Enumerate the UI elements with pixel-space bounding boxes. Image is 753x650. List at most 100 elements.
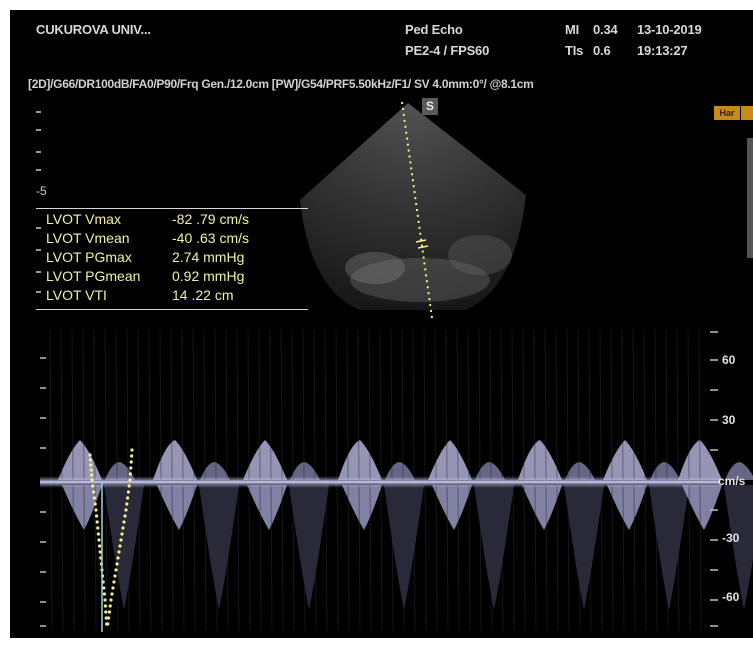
hospital-name: CUKUROVA UNIV... [36, 22, 151, 37]
vti-trace-dot [103, 604, 107, 608]
vti-trace-dot [104, 610, 108, 614]
side-thumbnail [747, 138, 753, 258]
spectrum-peak-positive [603, 440, 647, 480]
axis-unit-label: cm/s [718, 474, 746, 488]
vti-trace-dot [130, 454, 134, 458]
velocity-axis [710, 331, 718, 627]
measurement-value: -40 .63 cm/s [172, 230, 250, 246]
vti-trace-dot [107, 610, 111, 614]
vti-trace-dot [124, 508, 128, 512]
vti-trace-dot [89, 463, 93, 467]
axis-tick-label: 30 [722, 413, 736, 427]
spectrum-peak-negative [342, 485, 382, 530]
spectrum-peak-negative [247, 485, 287, 530]
spectrum-peak-positive [290, 462, 320, 480]
probe-orientation-icon [741, 106, 753, 120]
vti-trace-dot [106, 622, 110, 626]
vti-trace-dot [130, 448, 134, 452]
tis-label: TIs [565, 43, 584, 58]
vti-trace-dot [111, 586, 115, 590]
vti-trace-dot [89, 468, 93, 472]
measurement-label: LVOT PGmean [46, 268, 141, 284]
sector-marker: S [422, 98, 438, 115]
vti-trace-dot [88, 453, 92, 457]
spectrum-peak-negative [62, 485, 102, 530]
measurement-label: LVOT PGmax [46, 249, 132, 265]
vti-trace-dot [95, 514, 99, 518]
vti-trace-dot [114, 568, 118, 572]
spectrum-peak-positive [565, 462, 595, 480]
measurement-panel: LVOT Vmax -82 .79 cm/s LVOT Vmean -40 .6… [36, 208, 308, 310]
vti-trace-dot [94, 508, 98, 512]
spectrum-flow-negative [724, 485, 753, 610]
vti-trace-dot [98, 544, 102, 548]
axis-tick-label: -30 [722, 531, 740, 545]
spectrum-peak-positive [153, 440, 197, 480]
measurement-value: 2.74 mmHg [172, 249, 245, 265]
vti-trace-dot [120, 532, 124, 536]
vti-trace-dot [129, 460, 133, 464]
axis-tick-label: 60 [722, 353, 736, 367]
depth-label: -5 [36, 184, 47, 198]
vti-trace-dot [126, 490, 130, 494]
axis-tick-label: -60 [722, 590, 740, 604]
spectrum-flow-negative [199, 485, 239, 610]
vti-trace-dot [102, 592, 106, 596]
doppler-cursor-line [401, 101, 433, 319]
vti-trace-dot [90, 473, 94, 477]
vti-trace-dot [118, 544, 122, 548]
vti-trace-dot [103, 598, 107, 602]
vti-trace-dot [96, 526, 100, 530]
spectrum-peak-positive [200, 462, 230, 480]
vti-trace-dot [88, 458, 92, 462]
vti-trace-dot [122, 520, 126, 524]
spectrum-flow-negative [289, 485, 329, 610]
2d-structure-blob [350, 258, 490, 302]
harmonic-icon: Har [714, 106, 740, 120]
spectrum-flow-negative [649, 485, 689, 610]
spectrum-peak-positive [338, 440, 382, 480]
spectrum-flow-negative [564, 485, 604, 610]
2d-sector-image [300, 103, 526, 310]
depth-scale [36, 111, 41, 293]
vti-trace-dot [119, 538, 123, 542]
vti-trace-dot [126, 496, 130, 500]
vti-trace-dot [91, 484, 95, 488]
vti-trace-dot [104, 616, 108, 620]
exam-mode: Ped Echo [405, 22, 463, 37]
vti-trace-dot [98, 550, 102, 554]
vti-trace-dot [109, 598, 113, 602]
vti-trace-dot [121, 526, 125, 530]
spectrum-peak-negative [607, 485, 647, 530]
measurement-label: LVOT Vmean [46, 230, 130, 246]
spectrum-peak-positive [650, 462, 680, 480]
vti-trace-dot [92, 496, 96, 500]
tis-value: 0.6 [593, 43, 611, 58]
vti-trace-dot [90, 478, 94, 482]
spectrum-peak-positive [243, 440, 287, 480]
vti-trace-dot [127, 484, 131, 488]
vti-trace-dot [110, 592, 114, 596]
spectrum-peak-negative [522, 485, 562, 530]
spectrum-peak-negative [157, 485, 197, 530]
vti-trace-dot [97, 538, 101, 542]
vti-trace-dot [128, 472, 132, 476]
measurement-value: -82 .79 cm/s [172, 211, 250, 227]
vti-trace-dot [96, 532, 100, 536]
vti-trace-dot [123, 514, 127, 518]
vti-trace-dot [95, 520, 99, 524]
spectrum-peak-positive [428, 440, 472, 480]
spectrum-peak-negative [682, 485, 722, 530]
vti-trace-dot [128, 478, 132, 482]
vti-trace-dot [116, 556, 120, 560]
vti-trace [88, 448, 134, 626]
measurement-value: 14 .22 cm [172, 287, 234, 303]
ultrasound-graphics [36, 101, 753, 632]
vti-trace-dot [92, 490, 96, 494]
probe-info: PE2-4 / FPS60 [405, 43, 490, 58]
mi-label: MI [565, 22, 580, 37]
measurement-label: LVOT VTI [46, 287, 107, 303]
sample-volume-gate [417, 245, 429, 249]
vti-trace-dot [129, 466, 133, 470]
spectrum-peak-positive [725, 462, 753, 480]
